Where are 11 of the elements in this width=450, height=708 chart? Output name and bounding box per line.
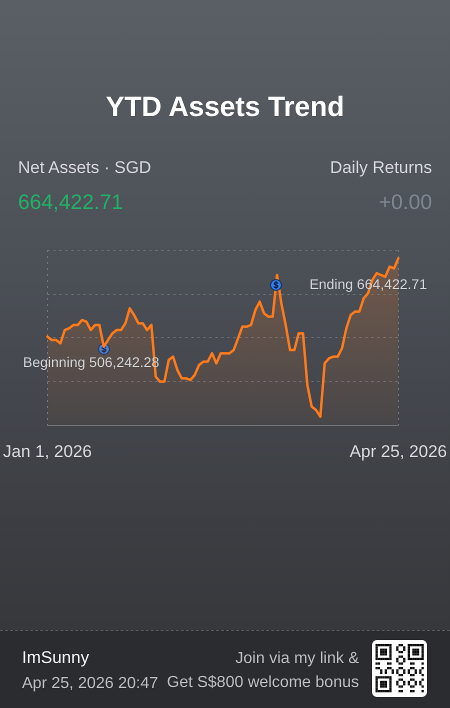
- text: Get S$800 welcome bonus: [166, 672, 359, 692]
- text: Net Assets · SGD: [18, 158, 152, 178]
- text: +0.00: [378, 190, 432, 214]
- x-tick-label: Apr 25, 2026: [350, 442, 448, 461]
- text: Daily Returns: [330, 158, 432, 178]
- chart-title: YTD Assets Trend: [104, 90, 346, 124]
- text: ImSunny: [22, 648, 90, 668]
- x-tick-label: Jan 1, 2026: [2, 442, 92, 461]
- text: 664,422.71: [18, 190, 124, 214]
- text: Join via my link &: [235, 648, 359, 668]
- text: Apr 25, 2026 20:47: [22, 674, 158, 692]
